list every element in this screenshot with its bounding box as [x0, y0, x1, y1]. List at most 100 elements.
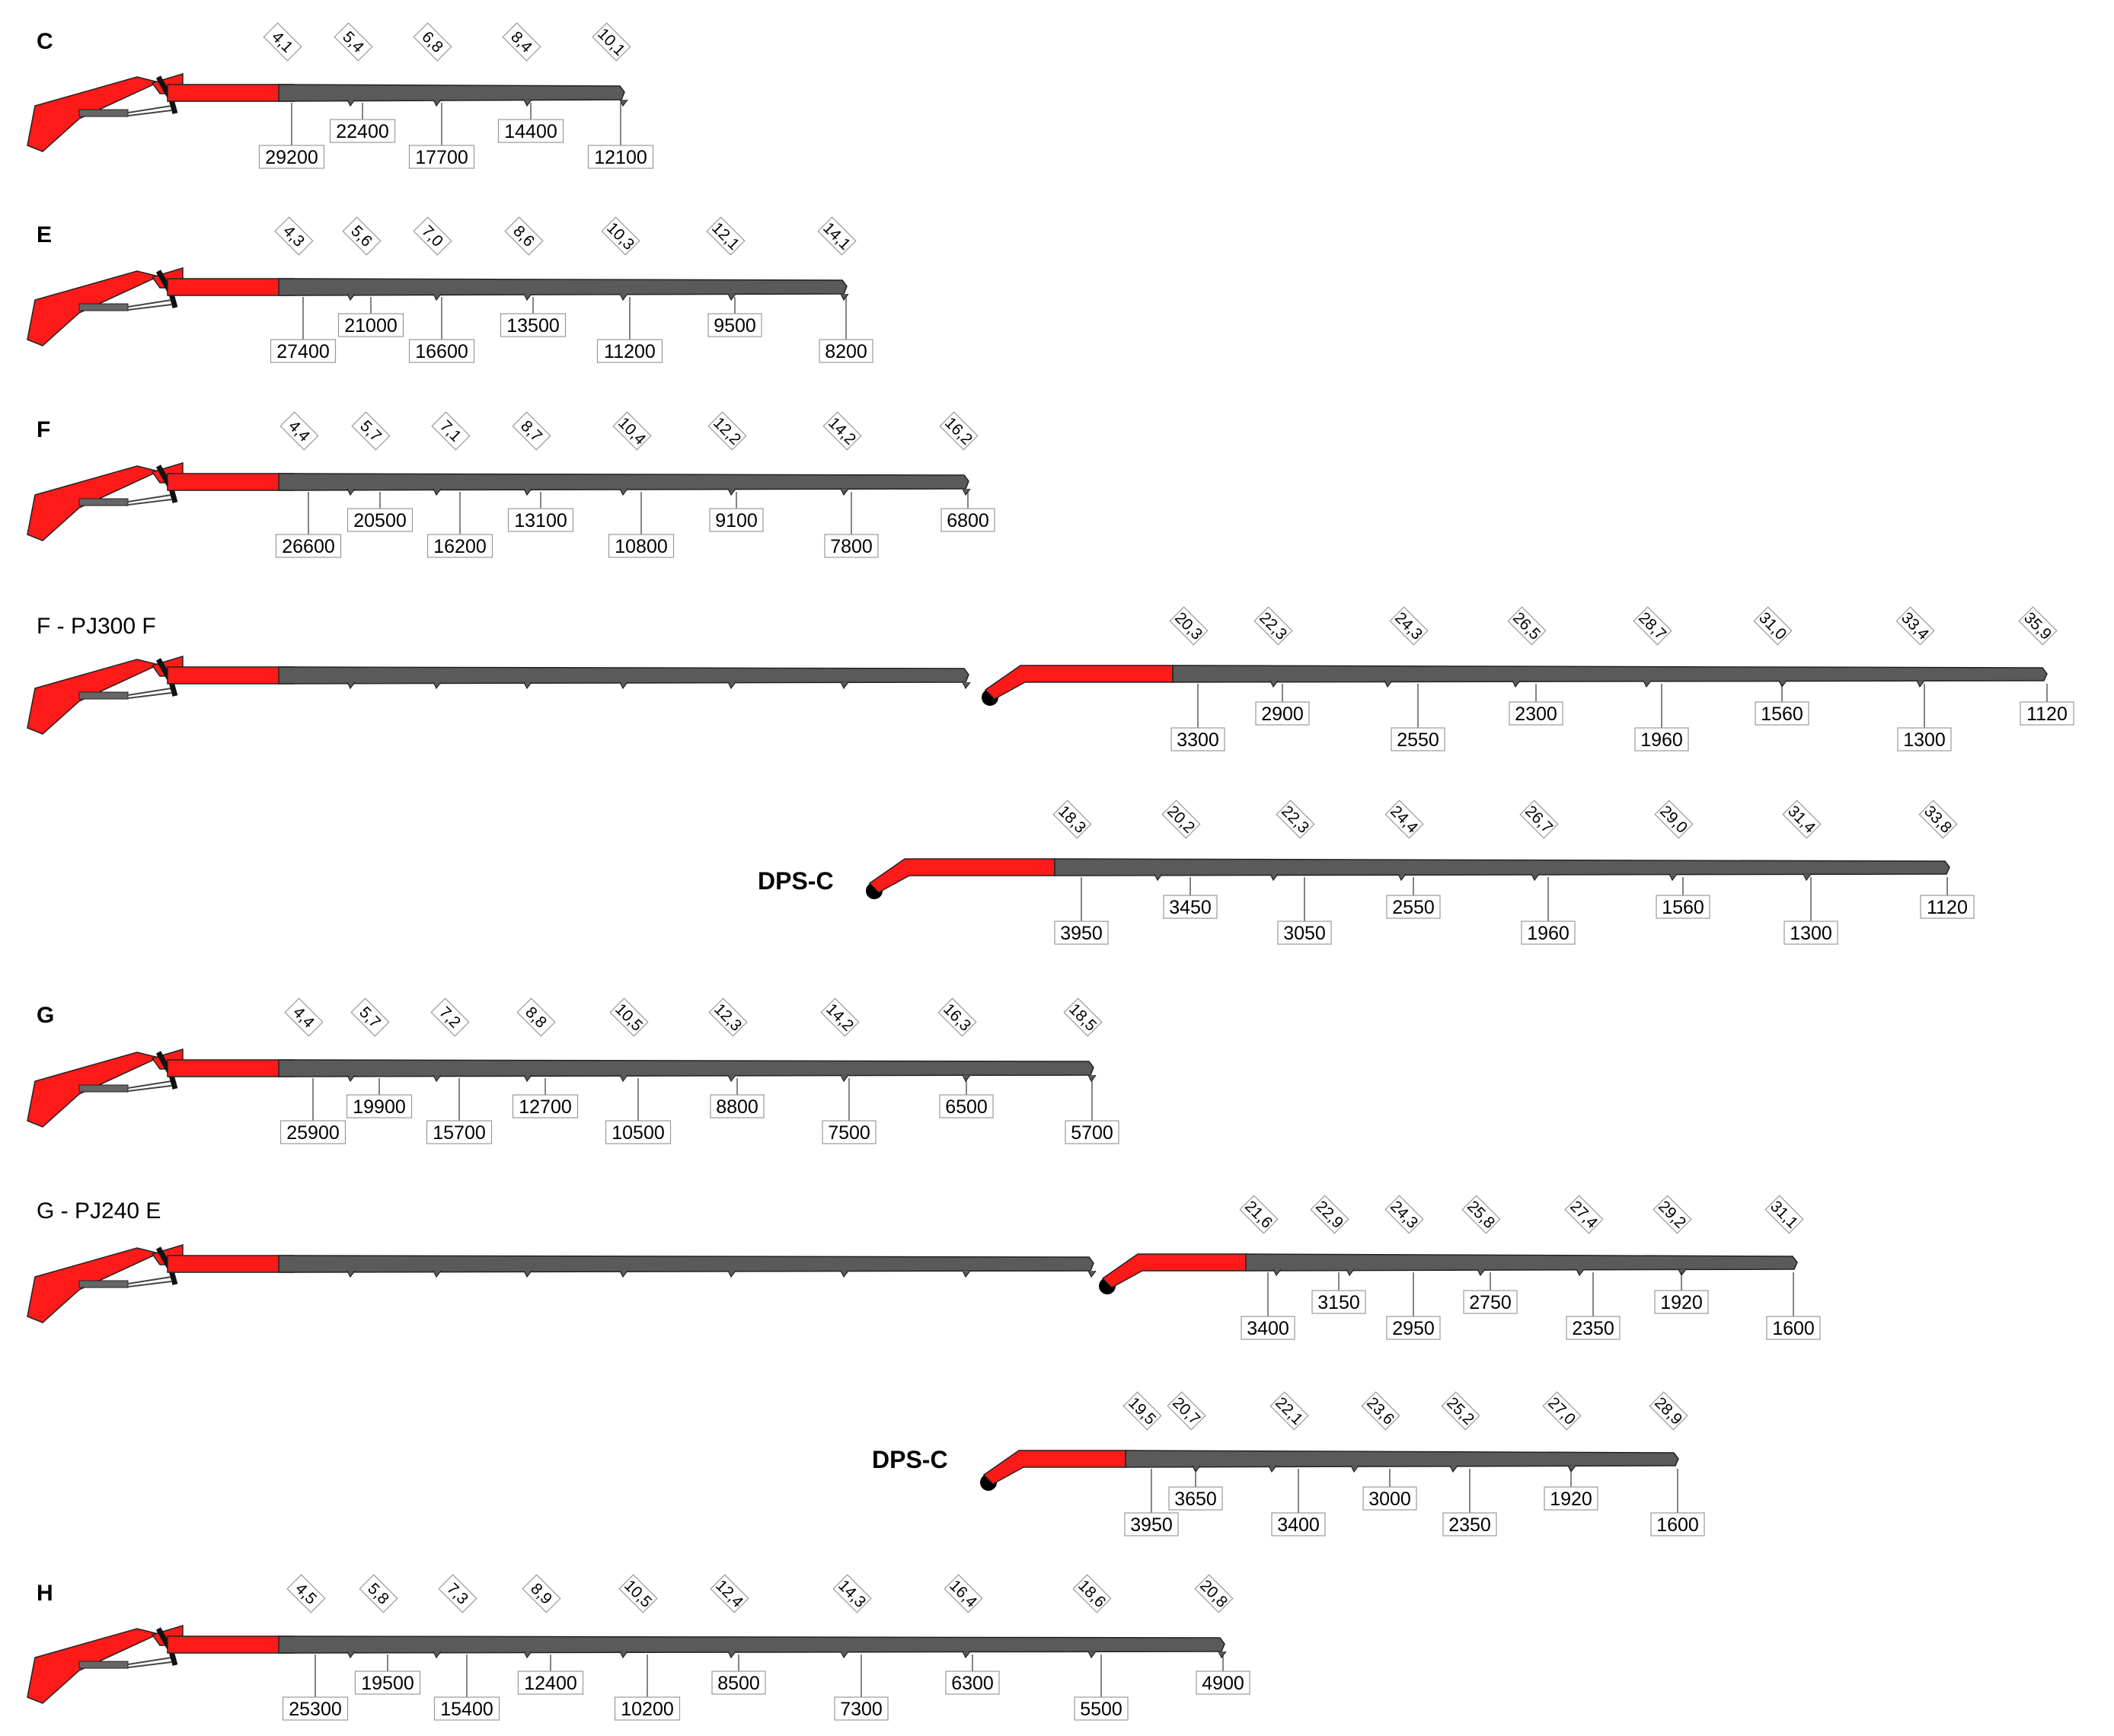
load-value: 1600 [1772, 1318, 1815, 1339]
load-box [408, 145, 475, 169]
reach-label: 20,3 [1169, 606, 1209, 646]
extension-joint [523, 1651, 532, 1659]
reach-label: 25,8 [1461, 1195, 1501, 1234]
reach-label: 10,5 [609, 997, 649, 1037]
load-value: 9100 [715, 510, 758, 531]
load-value: 6300 [951, 1673, 994, 1694]
load-value: 25900 [286, 1122, 340, 1144]
load-box [819, 339, 873, 363]
extension-joint [433, 1651, 442, 1659]
load-value: 3150 [1317, 1292, 1360, 1313]
extension-joint [840, 293, 849, 302]
config-h: H 4,5 25300 5,8 19500 7,3 15400 8,9 12400 10,5 102… [27, 1574, 1250, 1721]
load-value: 7300 [840, 1699, 883, 1720]
load-box [346, 1094, 413, 1119]
load-value: 2950 [1392, 1318, 1435, 1339]
config-f-pj300f: F - PJ300 F 20,3 3300 22,3 2900 24,3 2550 26,5 2… [27, 606, 2074, 752]
load-box [1170, 727, 1225, 752]
reach-label: 10,4 [612, 411, 652, 451]
jib-joint [1269, 873, 1279, 882]
load-box [608, 534, 675, 558]
reach-label: 20,8 [1194, 1574, 1234, 1613]
extension-joint [346, 681, 356, 690]
reach-label: 4,1 [263, 22, 302, 62]
cylinder-rod [127, 1276, 172, 1284]
jib-joint [1477, 1268, 1486, 1277]
load-value: 3950 [1060, 923, 1103, 944]
load-value: 6500 [945, 1096, 988, 1118]
boom-extensions [278, 1255, 1094, 1273]
reach-label: 27,0 [1542, 1391, 1582, 1431]
reach-label: 24,3 [1384, 1195, 1424, 1234]
load-value: 8800 [716, 1096, 758, 1118]
extension-joint [433, 1074, 442, 1083]
load-box [940, 508, 995, 532]
load-box [1386, 895, 1441, 919]
load-value: 8200 [825, 341, 867, 362]
load-box [939, 1094, 994, 1119]
reach-label: 26,7 [1519, 799, 1559, 839]
load-box [1650, 1512, 1705, 1537]
reach-label: 4,3 [274, 216, 314, 256]
extension-joint [840, 1270, 849, 1278]
load-value: 5500 [1080, 1699, 1122, 1720]
cylinder-rod [127, 299, 172, 308]
config-label: E [37, 222, 52, 247]
load-box [1920, 895, 1975, 919]
extension-joint [840, 1651, 849, 1659]
reach-label: 12,3 [708, 997, 748, 1037]
load-box [945, 1671, 1000, 1695]
boom-extensions [278, 278, 848, 296]
reach-label: 5,6 [342, 216, 382, 256]
config-label: G [37, 1003, 54, 1028]
reach-label: 28,9 [1649, 1391, 1688, 1431]
cylinder-rod [127, 688, 172, 696]
load-value: 15400 [440, 1699, 493, 1720]
cylinder-rod [127, 105, 172, 113]
extension-joint [619, 681, 628, 690]
load-value: 21000 [344, 315, 398, 337]
extension-joint [727, 488, 736, 496]
extension-joint [619, 99, 628, 107]
load-box [822, 1120, 877, 1144]
jib-joint [1384, 680, 1393, 688]
reach-label: 22,3 [1253, 606, 1293, 646]
extension-joint [619, 1651, 628, 1659]
jib-main-section [984, 665, 1174, 700]
load-value: 17700 [415, 147, 468, 168]
reach-label: 33,8 [1918, 799, 1958, 839]
extension-joint [840, 1074, 849, 1083]
load-box [1124, 1512, 1179, 1537]
config-g-dps-c: DPS-C 19,5 3950 20,7 3650 22,1 3400 23,6 3000 25,… [872, 1391, 1705, 1537]
reach-label: 31,1 [1764, 1195, 1804, 1234]
load-value: 12100 [594, 147, 647, 168]
extension-joint [433, 293, 442, 302]
load-value: 1560 [1662, 897, 1704, 918]
load-value: 2550 [1397, 729, 1439, 751]
reach-label: 22,9 [1310, 1195, 1349, 1234]
extension-joint [346, 488, 356, 496]
reach-label: 18,3 [1052, 799, 1092, 839]
load-box [1654, 1290, 1709, 1314]
reach-label: 25,2 [1441, 1391, 1480, 1431]
jib-joint [1576, 1268, 1585, 1277]
load-value: 3400 [1247, 1318, 1289, 1339]
boom-extensions [278, 1635, 1225, 1654]
load-box [512, 1094, 579, 1119]
reach-label: 5,4 [334, 22, 373, 62]
extension-joint [523, 99, 532, 107]
extension-joint [1087, 1270, 1097, 1278]
reach-label: 35,9 [2018, 606, 2058, 646]
load-box [2020, 701, 2074, 726]
reach-label: 16,2 [939, 411, 979, 451]
load-value: 19900 [353, 1096, 406, 1118]
reach-label: 20,2 [1161, 799, 1201, 839]
jib-joint [1643, 680, 1652, 688]
load-box [1065, 1120, 1119, 1144]
load-value: 15700 [433, 1122, 486, 1144]
extension-joint [346, 1651, 356, 1659]
reach-label: 14,3 [832, 1574, 872, 1613]
extension-joint [840, 488, 849, 496]
load-box [270, 339, 337, 363]
